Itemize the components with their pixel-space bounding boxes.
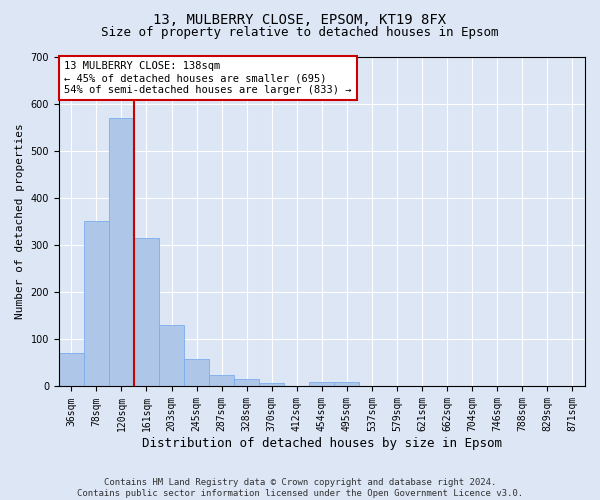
Bar	[234, 380, 259, 386]
Text: 13, MULBERRY CLOSE, EPSOM, KT19 8FX: 13, MULBERRY CLOSE, EPSOM, KT19 8FX	[154, 12, 446, 26]
Bar	[259, 382, 284, 386]
X-axis label: Distribution of detached houses by size in Epsom: Distribution of detached houses by size …	[142, 437, 502, 450]
Bar	[184, 359, 209, 386]
Bar	[159, 325, 184, 386]
Bar	[310, 382, 334, 386]
Text: 13 MULBERRY CLOSE: 138sqm
← 45% of detached houses are smaller (695)
54% of semi: 13 MULBERRY CLOSE: 138sqm ← 45% of detac…	[64, 62, 352, 94]
Bar	[209, 374, 234, 386]
Text: Contains HM Land Registry data © Crown copyright and database right 2024.
Contai: Contains HM Land Registry data © Crown c…	[77, 478, 523, 498]
Bar	[84, 222, 109, 386]
Text: Size of property relative to detached houses in Epsom: Size of property relative to detached ho…	[101, 26, 499, 39]
Bar	[109, 118, 134, 386]
Bar	[334, 382, 359, 386]
Y-axis label: Number of detached properties: Number of detached properties	[15, 124, 25, 320]
Bar	[134, 238, 159, 386]
Bar	[59, 354, 84, 386]
